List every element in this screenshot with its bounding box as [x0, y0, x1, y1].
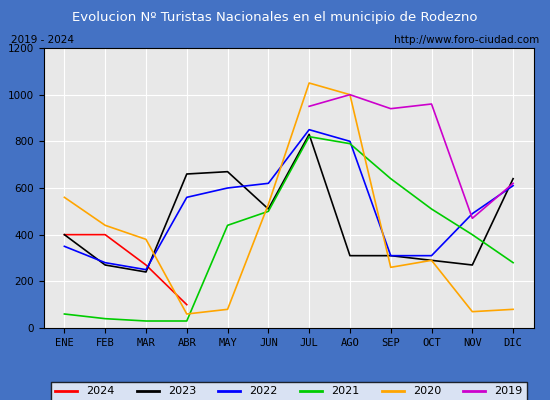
Text: 2019 - 2024: 2019 - 2024 — [11, 35, 74, 45]
Text: http://www.foro-ciudad.com: http://www.foro-ciudad.com — [394, 35, 539, 45]
Legend: 2024, 2023, 2022, 2021, 2020, 2019: 2024, 2023, 2022, 2021, 2020, 2019 — [51, 382, 527, 400]
Text: Evolucion Nº Turistas Nacionales en el municipio de Rodezno: Evolucion Nº Turistas Nacionales en el m… — [72, 12, 478, 24]
